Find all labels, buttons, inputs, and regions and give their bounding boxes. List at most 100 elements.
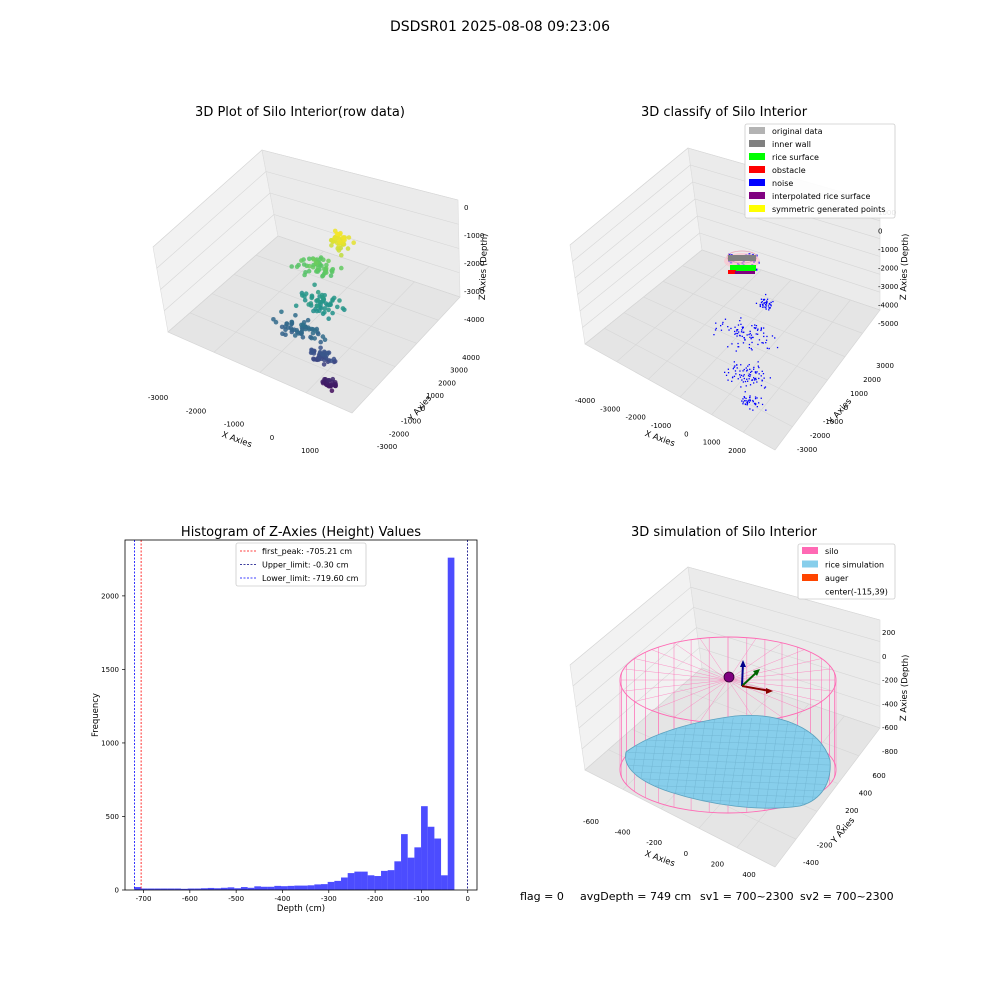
mesh-line: [627, 745, 831, 753]
noise-point: [736, 332, 739, 335]
grid-line: [623, 312, 811, 404]
noise-point: [757, 361, 759, 363]
noise-point: [763, 335, 765, 338]
noise-point: [751, 336, 753, 339]
mesh-line: [673, 717, 688, 809]
noise-point: [761, 403, 764, 406]
y-tick-label: 2000: [438, 379, 456, 387]
silo-roof-line: [727, 649, 805, 681]
noise-point: [749, 332, 751, 335]
noise-point: [742, 401, 744, 403]
x-tick-label: -3000: [600, 405, 620, 413]
data-point: [303, 291, 309, 297]
noise-point: [721, 323, 724, 325]
reference-lines: [134, 540, 468, 890]
y-tick-label: -2000: [389, 430, 409, 438]
histogram-bar: [254, 886, 261, 890]
mesh-line: [627, 758, 831, 766]
legend-label: center(-115,39): [825, 588, 888, 597]
data-point: [286, 325, 291, 330]
noise-point: [740, 317, 742, 319]
data-point: [330, 298, 335, 303]
noise-point: [736, 329, 738, 331]
z-ticks-simulation: 200 0 -200 -400 -600 -800: [882, 629, 898, 756]
data-point: [339, 265, 344, 271]
x-tick-label: 400: [742, 871, 755, 879]
noise-point: [744, 391, 746, 393]
data-point: [330, 310, 335, 316]
noise-point: [761, 306, 764, 308]
noise-point: [731, 343, 733, 345]
silo-roof-line: [651, 649, 729, 681]
mesh-line: [755, 717, 771, 809]
histogram-bar: [374, 876, 382, 890]
data-point: [289, 264, 295, 269]
noise-point: [763, 332, 765, 334]
data-point: [336, 248, 342, 253]
noise-point: [754, 404, 757, 406]
noise-point: [753, 368, 755, 370]
histogram-bar: [341, 877, 348, 890]
noise-point: [768, 309, 770, 311]
legend-box: [797, 543, 896, 600]
legend-swatch: [749, 179, 765, 186]
plot-classify-3d: 3D classify of Silo Interior -4000-3000-…: [569, 105, 911, 455]
data-point: [302, 272, 307, 278]
noise-point: [769, 377, 771, 379]
noise-point: [756, 397, 758, 399]
plot-simulation-3d: 3D simulation of Silo Interior -600-400-…: [569, 525, 911, 879]
noise-point: [759, 303, 761, 306]
noise-point: [748, 364, 750, 366]
noise-point: [737, 324, 740, 326]
z-tick-label: -2000: [878, 265, 898, 273]
noise-point: [747, 400, 749, 402]
x-tick-label: 0: [684, 430, 688, 438]
noise-point: [760, 375, 762, 377]
plot-histogram: Histogram of Z-Axies (Height) Values -70…: [91, 525, 478, 914]
mesh-line: [792, 717, 807, 809]
y-tick-label: 1500: [101, 666, 119, 674]
x-tick-label: -100: [413, 895, 429, 903]
data-point: [315, 265, 321, 271]
noise-point: [770, 301, 772, 304]
silo-roof-line: [699, 679, 729, 722]
noise-point: [765, 409, 767, 411]
z-tick-label: -3000: [464, 288, 484, 296]
noise-point: [754, 378, 756, 380]
y-ticks-histogram: 0 500 1000 1500 2000: [101, 592, 125, 895]
axis-arrow-y-head: [753, 669, 760, 676]
noise-point: [740, 374, 743, 376]
noise-point: [736, 330, 738, 332]
grid-line: [269, 192, 460, 249]
legend-label: obstacle: [772, 166, 806, 175]
x-tick-label: 0: [466, 895, 470, 903]
y-tick-label: -3000: [797, 446, 817, 454]
z-axis-label-classify: Z Axies (Depth): [899, 233, 911, 300]
noise-point: [757, 333, 759, 335]
data-point: [337, 239, 342, 245]
noise-point: [743, 397, 746, 399]
legend-label: rice surface: [772, 153, 819, 162]
histogram-bar: [367, 875, 375, 890]
data-point: [289, 319, 295, 325]
noise-point: [753, 382, 755, 384]
noise-point: [713, 334, 715, 336]
silo-roof-line: [727, 658, 822, 681]
y-tick-label: 1000: [101, 739, 119, 747]
noise-point: [742, 327, 744, 329]
histogram-bar: [321, 884, 328, 890]
x-ticks-histogram: -700 -600 -500 -400 -300 -200 -100 0: [136, 890, 470, 903]
y-tick-label: 2000: [863, 376, 881, 384]
legend-swatch: [749, 192, 765, 199]
data-point: [302, 297, 308, 303]
data-point: [289, 327, 295, 333]
data-point: [311, 257, 317, 262]
noise-point: [770, 305, 772, 307]
noise-point: [739, 335, 741, 337]
noise-point: [753, 366, 755, 369]
noise-point: [751, 325, 753, 327]
grid-line: [682, 265, 863, 334]
histogram-bar: [147, 888, 155, 890]
noise-point: [759, 305, 761, 307]
